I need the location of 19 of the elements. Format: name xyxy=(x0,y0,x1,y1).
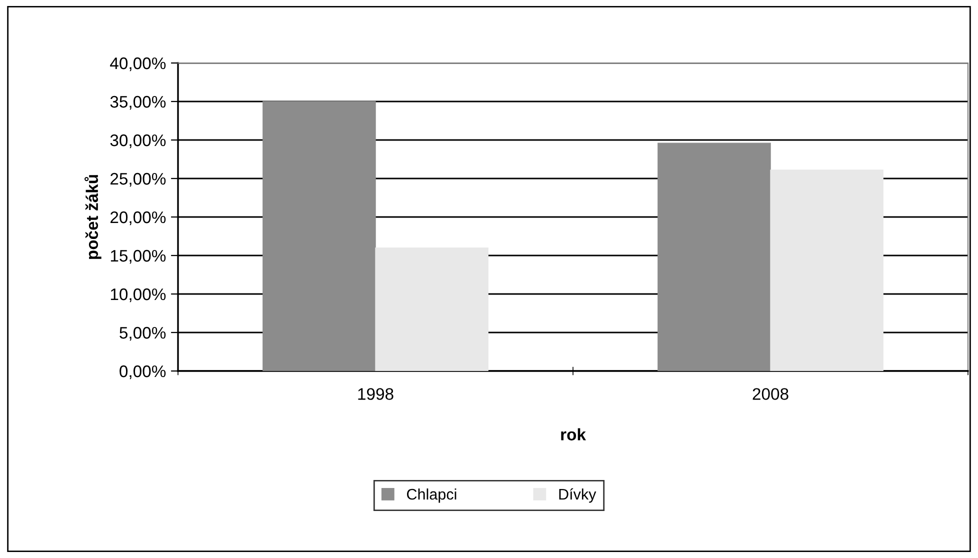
y-tick-label: 15,00% xyxy=(110,250,166,264)
y-tick-label: 40,00% xyxy=(110,57,166,72)
y-tick-label: 20,00% xyxy=(110,211,166,226)
y-tick-label: 35,00% xyxy=(110,96,166,110)
bar xyxy=(375,247,488,371)
bar xyxy=(658,142,771,371)
x-tick-label: 2008 xyxy=(752,388,788,400)
legend-label: Dívky xyxy=(559,488,596,503)
x-axis-title: rok xyxy=(561,428,586,440)
y-tick-label: 25,00% xyxy=(110,172,166,187)
bar xyxy=(262,101,376,371)
y-axis-title: počet žáků xyxy=(84,175,102,259)
y-tick-label: 0,00% xyxy=(120,365,166,380)
y-tick-label: 10,00% xyxy=(110,288,166,302)
bar xyxy=(770,170,884,371)
y-tick-label: 30,00% xyxy=(110,134,166,148)
x-tick-label: 1998 xyxy=(358,388,394,400)
y-tick-label: 5,00% xyxy=(120,326,166,341)
legend-label: Chlapci xyxy=(407,488,456,503)
